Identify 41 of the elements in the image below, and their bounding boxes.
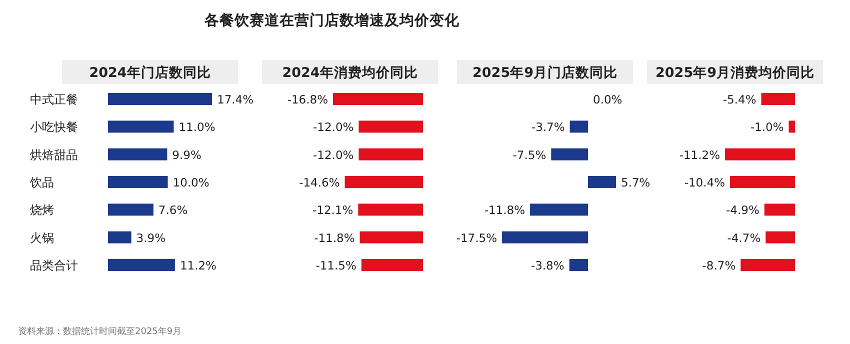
data-label: 17.4%	[217, 92, 254, 106]
data-label: -11.5%	[316, 258, 356, 272]
y-tick-label: 小吃快餐	[30, 120, 78, 134]
data-label: -12.0%	[313, 120, 354, 134]
chart-title: 2024年门店数同比	[89, 64, 211, 81]
data-label: -1.0%	[750, 120, 784, 134]
data-label: 7.6%	[158, 203, 188, 218]
data-label: -16.8%	[287, 92, 328, 106]
data-label: -5.4%	[722, 92, 756, 106]
data-label: -12.1%	[312, 203, 354, 218]
y-tick-label: 烘焙甜品	[30, 148, 78, 162]
data-label: 0.0%	[593, 92, 622, 106]
data-label: -17.5%	[456, 230, 498, 245]
y-tick-label: 火锅	[30, 230, 54, 245]
chart-title: 2025年9月消费均价同比	[656, 65, 814, 81]
data-label: -11.2%	[679, 148, 720, 162]
data-label: -11.8%	[484, 203, 526, 218]
text: 各餐饮赛道在营门店数增速及均价变化	[204, 11, 460, 29]
data-label: -11.8%	[314, 230, 355, 245]
text: 资料来源：数据统计时间截至2025年9月	[18, 326, 182, 337]
data-label: 11.0%	[178, 120, 216, 134]
y-tick-label: 中式正餐	[30, 92, 78, 106]
data-label: -10.4%	[684, 176, 726, 190]
data-label: 3.9%	[136, 230, 166, 245]
y-tick-label: 烧烤	[30, 203, 54, 218]
data-label: -7.5%	[512, 148, 546, 162]
data-label: -3.7%	[531, 120, 565, 134]
data-label: -14.6%	[299, 176, 340, 190]
data-label: -12.0%	[313, 148, 354, 162]
data-label: 11.2%	[180, 258, 217, 272]
chart-title: 2024年消费均价同比	[282, 65, 418, 81]
data-label: -8.7%	[702, 258, 736, 272]
chart-title: 2025年9月门店数同比	[472, 64, 618, 81]
y-tick-label: 品类合计	[30, 258, 78, 272]
data-label: 10.0%	[172, 176, 210, 190]
y-tick-label: 饮品	[29, 176, 54, 190]
data-label: -4.9%	[726, 203, 760, 218]
data-label: -4.7%	[727, 230, 761, 245]
data-label: 5.7%	[621, 176, 650, 190]
data-label: 9.9%	[172, 148, 202, 162]
data-label: -3.8%	[530, 258, 564, 272]
